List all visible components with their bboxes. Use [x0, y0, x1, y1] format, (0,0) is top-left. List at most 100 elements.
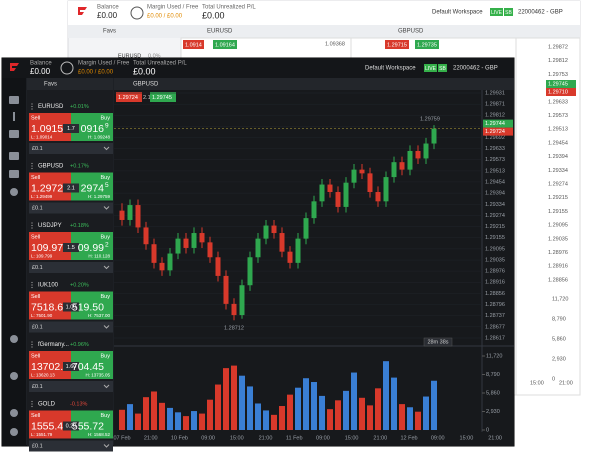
amount-value: £0.1 [32, 443, 43, 449]
workspace-menu[interactable]: Default Workspace [365, 66, 416, 72]
y-tick-label: 1.29871 [485, 102, 505, 108]
volume-bar [415, 411, 421, 430]
menu-dot [31, 400, 33, 403]
buy-box [415, 40, 439, 49]
spread-box [63, 362, 79, 371]
sb-label: SB [439, 66, 446, 72]
candle-body [375, 192, 381, 202]
buy-price[interactable]: 1.29745 [152, 95, 172, 101]
sell-price[interactable]: 1.29724 [118, 95, 138, 101]
price-label: 1.09368 [325, 41, 345, 47]
volume-bar [231, 365, 237, 430]
nav-icon [9, 130, 19, 138]
candle-body [279, 233, 285, 252]
candle-body [423, 143, 429, 159]
volume-bar [343, 390, 349, 430]
volume-tick-label: 5,860 [552, 336, 566, 342]
y-tick-label: 1.29035 [485, 258, 505, 264]
menu-dot [31, 162, 33, 165]
watchlist-change: +0.18% [70, 223, 89, 229]
sell-price: 13702.8 [31, 361, 69, 373]
spread-box [63, 183, 79, 193]
sell-label: Sell [31, 353, 40, 359]
menu-dot [31, 224, 33, 227]
amount-field[interactable] [29, 202, 113, 214]
panel-tab[interactable]: Favs [103, 29, 116, 35]
volume-bar [327, 409, 333, 430]
low-label: L: 1551.79 [31, 432, 53, 437]
y-tick-label: 1.29334 [485, 202, 505, 208]
y-tick-label: 1.29573 [485, 157, 505, 163]
y-tick-label: 1.29394 [485, 191, 505, 197]
volume-bar [359, 397, 365, 430]
volume-bar [383, 361, 389, 430]
nav-icon [9, 170, 19, 178]
live-badge [424, 64, 437, 72]
chevron [103, 444, 110, 448]
panel-tab[interactable]: EURUSD [207, 29, 233, 35]
volume-tick-label: 11,720 [486, 353, 502, 359]
y-tick-label: 1.28737 [485, 313, 505, 319]
candle-body [295, 238, 301, 263]
panel-tab[interactable]: GBPUSD [398, 29, 424, 35]
y-tick-label: 1.29513 [485, 168, 505, 174]
high-label: H: 1.09248 [88, 135, 111, 140]
spread-box [63, 124, 79, 133]
watchlist-symbol: EURUSD [118, 53, 141, 59]
amount-field[interactable] [29, 381, 113, 392]
y-tick-label: 1.29633 [548, 99, 568, 105]
volume-bar [167, 407, 173, 430]
amount-field[interactable] [29, 321, 113, 333]
volume-bar [127, 404, 133, 430]
y-tick-label: 1.29931 [485, 90, 505, 96]
spread-label: 1.7 [67, 126, 75, 132]
candle-body [367, 173, 373, 193]
candle-body [223, 275, 229, 304]
volume-bar [159, 402, 165, 430]
candle-body [351, 169, 357, 183]
candle-body [407, 150, 413, 170]
y-tick-label: 1.28617 [485, 335, 505, 341]
menu-dot [31, 346, 33, 348]
volume-bar [367, 405, 373, 430]
sb-badge [504, 8, 513, 16]
volume-bar [423, 396, 429, 430]
price-tag [546, 88, 576, 96]
y-tick-label: 1.29692 [485, 135, 505, 141]
sell-price: 7518.6 [31, 301, 63, 313]
y-tick-label: 1.29753 [548, 72, 568, 78]
low-label: L: 13620.13 [31, 373, 55, 378]
amount-field[interactable] [29, 143, 113, 154]
volume-bar [215, 384, 221, 430]
candle-body [239, 285, 245, 316]
sell-box [116, 92, 142, 102]
low-label: L: 109.799 [31, 254, 53, 259]
candle-body [287, 251, 293, 263]
sell-price: 1555.4 [31, 420, 63, 432]
spread-label: 1.5 [67, 245, 75, 251]
y-tick-label: 1.29454 [485, 179, 505, 185]
buy-pip: 9 [105, 123, 109, 130]
amount-field[interactable] [29, 440, 113, 452]
chart-tab[interactable]: GBPUSD [133, 82, 159, 88]
x-tick-label: 12 Feb [400, 435, 417, 441]
spread-box [63, 421, 79, 431]
amount-field[interactable] [29, 262, 113, 273]
sell-price: 1.2972 [31, 182, 63, 194]
buy-label: Buy [101, 115, 111, 121]
menu-dot [31, 167, 33, 170]
buy-label: Buy [101, 175, 111, 181]
x-tick-label: 21:00 [259, 435, 273, 441]
pl-value: £0.00 [202, 10, 225, 20]
account-menu[interactable]: 22000462 - GBP [518, 10, 563, 16]
account-menu[interactable]: 22000462 - GBP [453, 66, 498, 72]
x-tick-label: 21:00 [559, 380, 573, 386]
volume-bar [263, 410, 269, 430]
amount-value: £0.1 [32, 265, 43, 271]
candle-body [399, 162, 405, 170]
x-tick-label: 09:00 [316, 435, 330, 441]
margin-gauge [130, 6, 144, 20]
workspace-menu[interactable]: Default Workspace [432, 10, 483, 16]
